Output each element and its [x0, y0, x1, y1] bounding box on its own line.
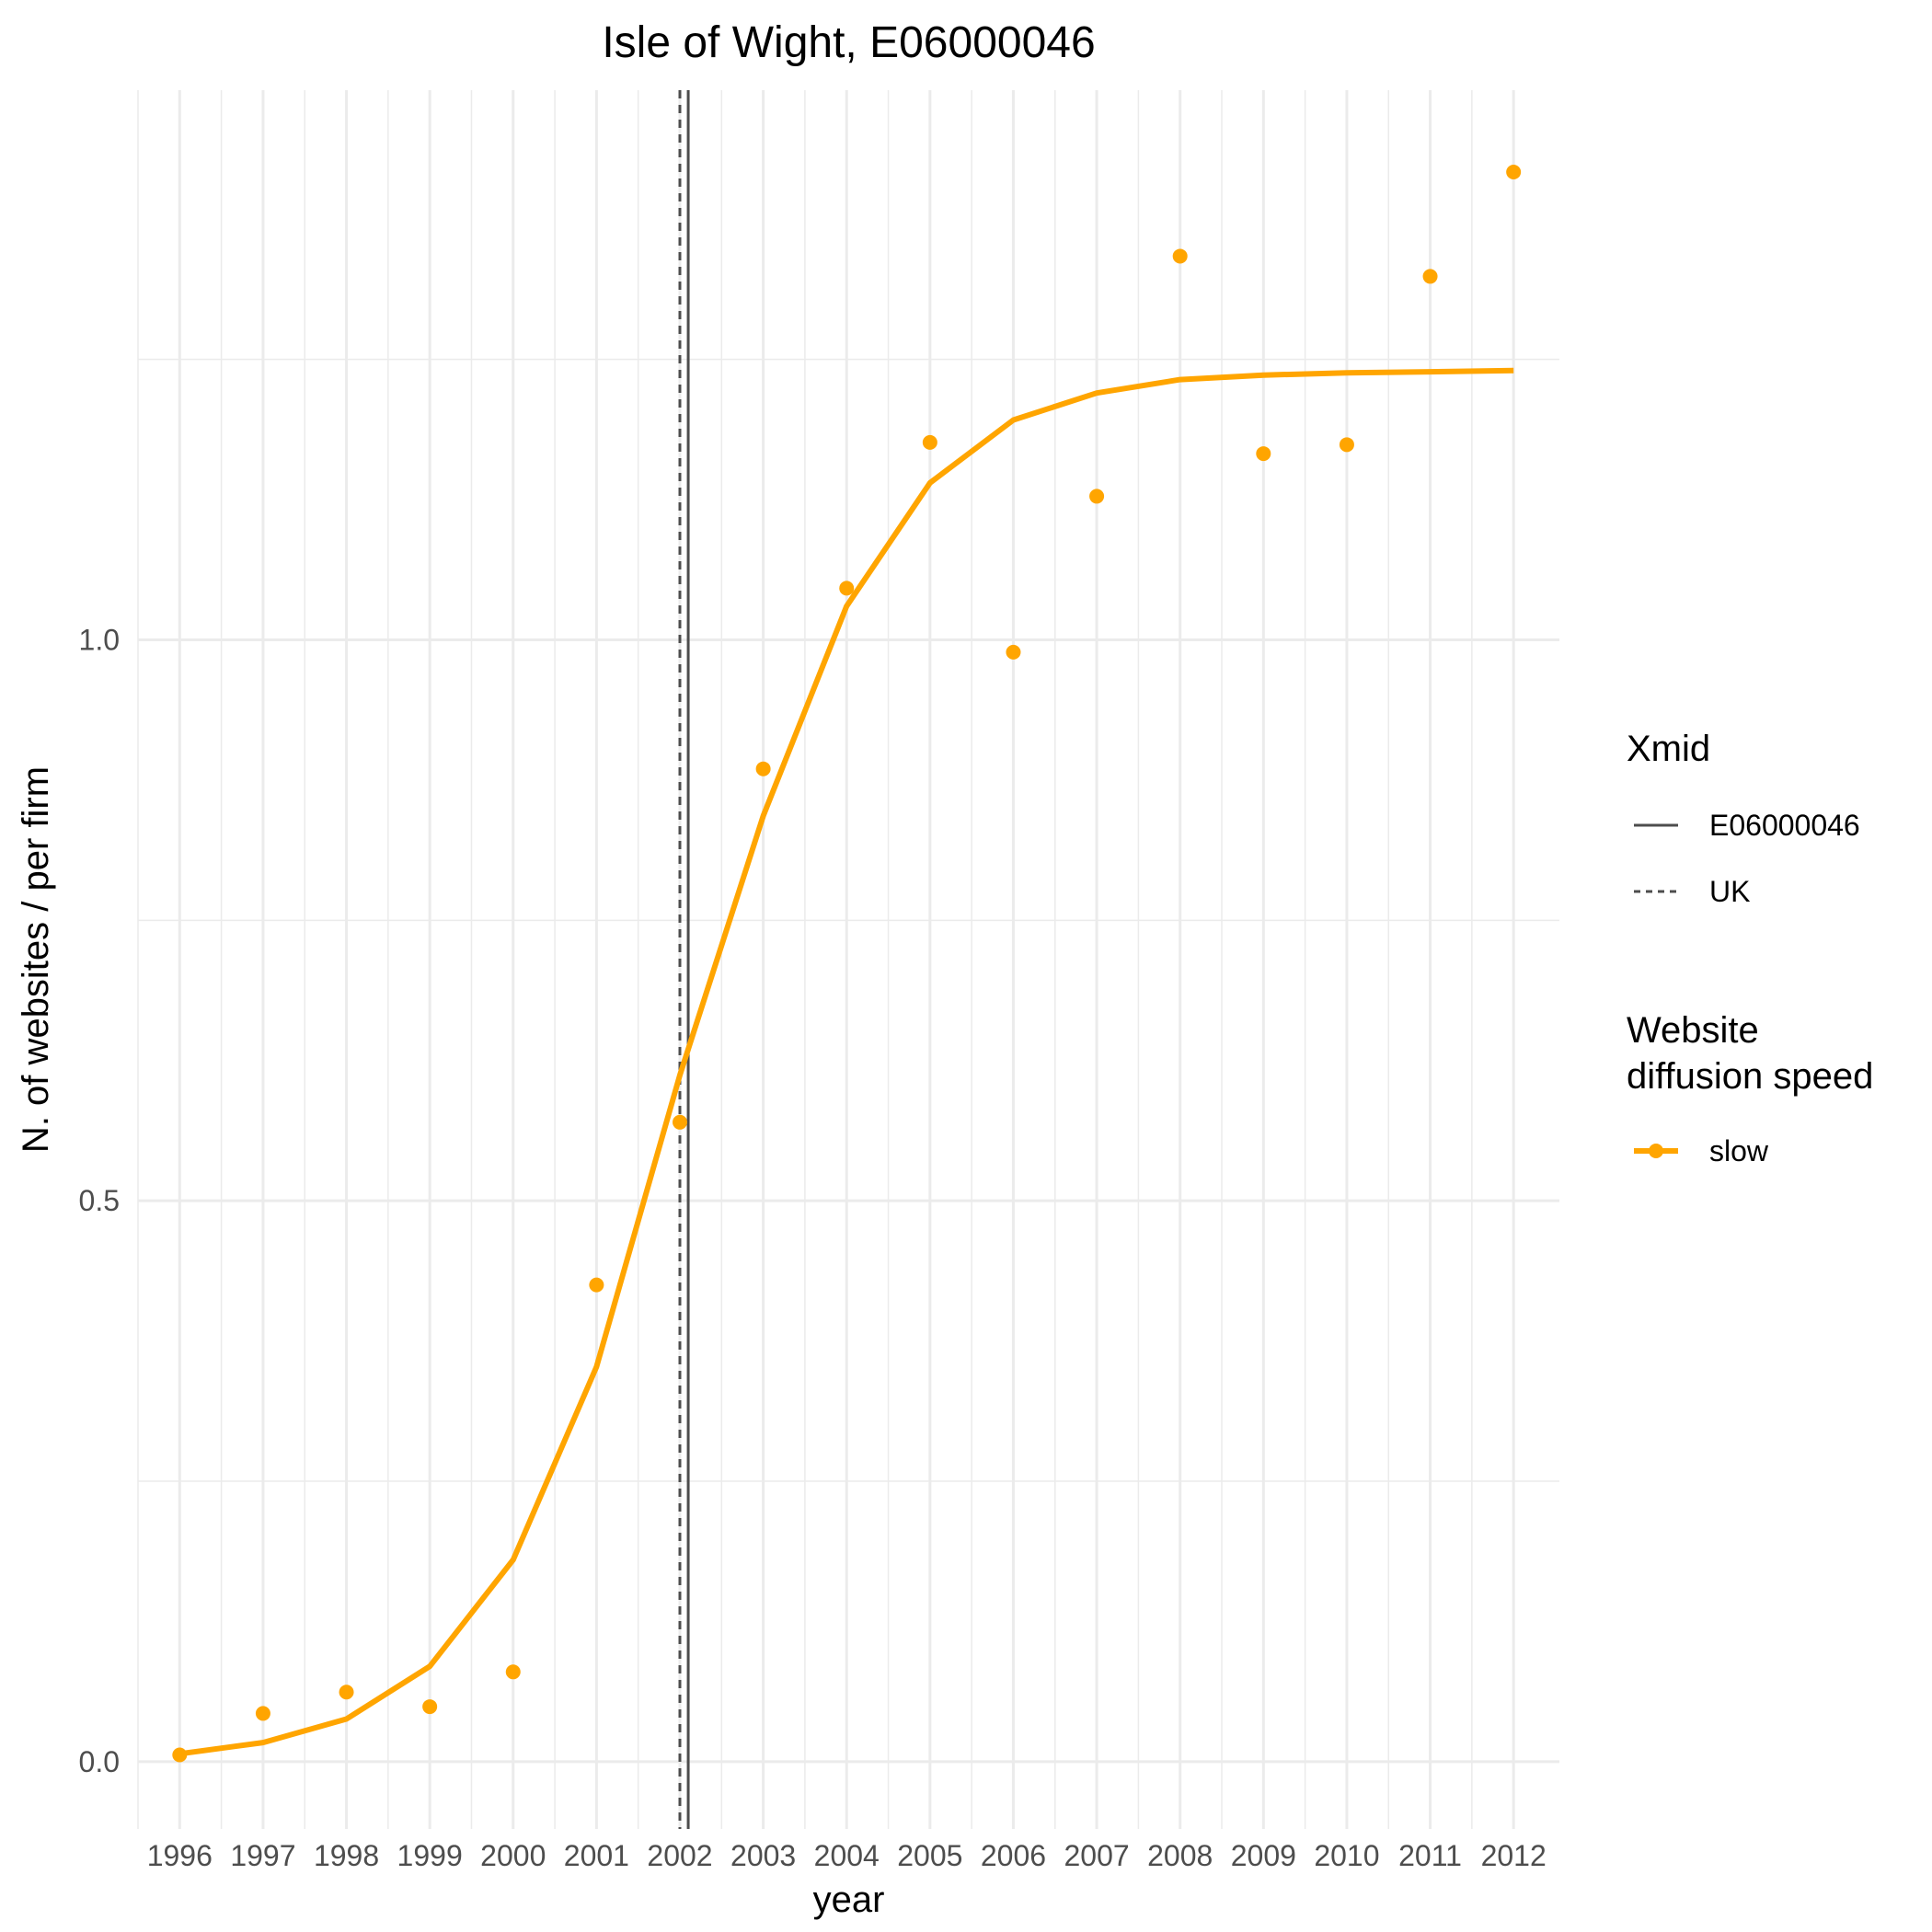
x-tick-label: 2005 [897, 1839, 962, 1872]
legend-label-uk: UK [1709, 875, 1750, 908]
axes: 1996 1997 1998 1999 2000 2001 2002 2003 2004 2005… [79, 623, 1547, 1872]
data-point [1172, 248, 1188, 264]
data-point [1506, 165, 1522, 180]
data-point [1339, 437, 1354, 453]
grid [137, 90, 1559, 1829]
x-tick-label: 2009 [1231, 1839, 1296, 1872]
reference-lines [678, 90, 690, 1829]
data-point [255, 1706, 270, 1721]
x-tick-label: 1998 [314, 1839, 379, 1872]
data-point [339, 1685, 354, 1700]
x-tick-label: 2000 [480, 1839, 546, 1872]
data-point [172, 1747, 188, 1763]
x-tick-label: 1997 [230, 1839, 295, 1872]
data-point [505, 1664, 521, 1680]
x-axis-title: year [813, 1880, 885, 1920]
data-point [422, 1699, 438, 1715]
data-point [1256, 446, 1271, 462]
x-tick-label: 1999 [397, 1839, 463, 1872]
data-point [1422, 269, 1438, 284]
data-point [589, 1277, 604, 1293]
legend-diffusion-speed: Website diffusion speed slow [1627, 1010, 1873, 1167]
series-line-slow [178, 367, 1514, 1757]
x-tick-label: 2004 [814, 1839, 880, 1872]
y-tick-label: 0.0 [79, 1745, 120, 1778]
x-tick-label: 2010 [1314, 1839, 1379, 1872]
legend-xmid: Xmid E06000046 UK [1627, 729, 1860, 908]
data-point [1006, 644, 1021, 660]
legend-speed-title-line-1: Website [1627, 1010, 1759, 1051]
x-tick-label: 2008 [1147, 1839, 1213, 1872]
data-point [922, 434, 937, 450]
series [172, 165, 1522, 1763]
x-tick-label: 2012 [1481, 1839, 1547, 1872]
data-point [839, 581, 855, 596]
data-point [755, 761, 771, 776]
x-tick-label: 2003 [730, 1839, 796, 1872]
legend-speed-title-line-2: diffusion speed [1627, 1056, 1873, 1097]
y-axis-title: N. of websites / per firm [16, 766, 56, 1153]
x-tick-label: 2002 [647, 1839, 712, 1872]
chart-title: Isle of Wight, E06000046 [602, 18, 1095, 67]
x-tick-label: 2001 [564, 1839, 629, 1872]
x-tick-label: 1996 [147, 1839, 213, 1872]
legend-label-slow: slow [1709, 1134, 1769, 1167]
x-tick-label: 2011 [1398, 1839, 1462, 1872]
y-tick-label: 1.0 [79, 623, 120, 656]
legend-xmid-title: Xmid [1627, 729, 1710, 769]
legend-key-slow-point [1649, 1144, 1663, 1158]
y-tick-label: 0.5 [79, 1184, 120, 1217]
x-tick-label: 2007 [1064, 1839, 1129, 1872]
x-tick-label: 2006 [981, 1839, 1046, 1872]
data-point [673, 1114, 688, 1130]
data-point [1089, 489, 1105, 504]
legend-label-e06000046: E06000046 [1709, 809, 1860, 842]
